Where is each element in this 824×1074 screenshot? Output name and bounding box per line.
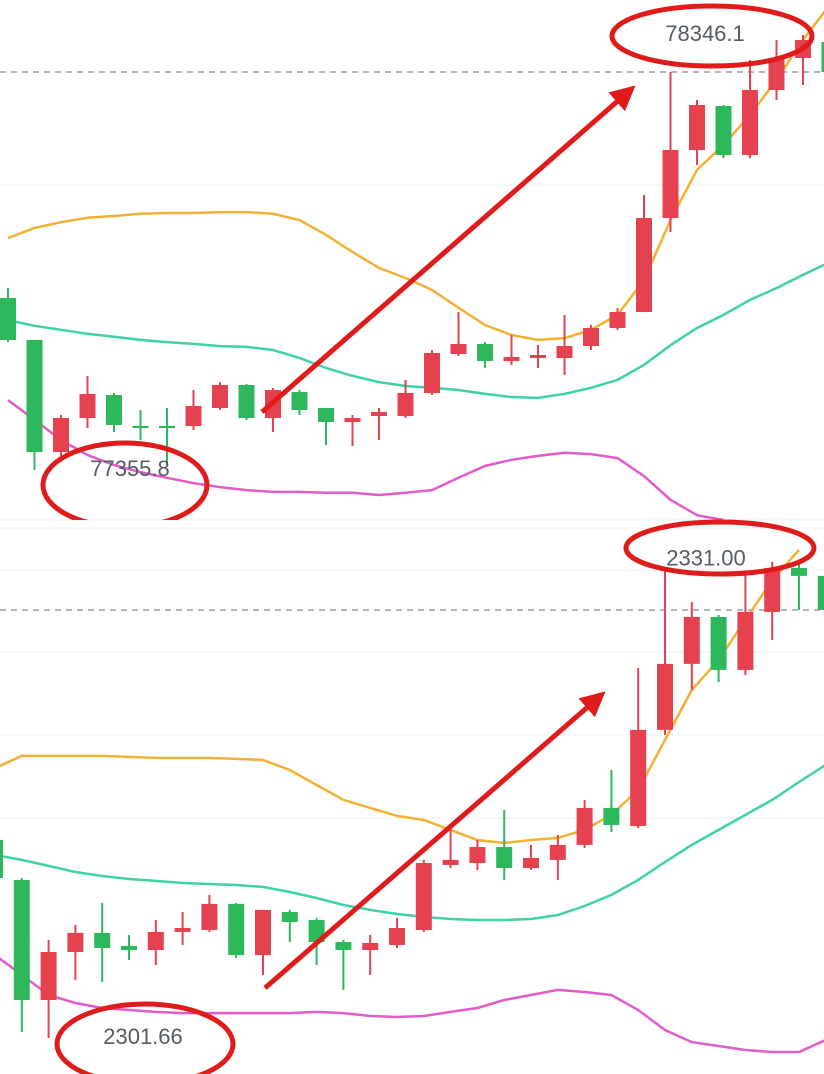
candle-body [94,932,111,949]
candle-body [630,729,647,827]
candle-body [583,327,599,347]
candle-body [201,903,218,930]
candle-body [159,425,175,429]
candle-body [576,807,593,845]
candle-body [742,90,758,156]
candle-body [450,343,467,355]
candle-body [556,346,573,358]
candle-body [344,418,361,423]
candle-body [768,57,785,91]
candle-body [371,412,387,417]
indicator-line [7,399,724,520]
candle-body [791,567,807,576]
candle-body [603,807,620,826]
candle-body [132,425,149,429]
indicator-line [0,549,800,845]
highlight-ellipse [623,519,817,577]
candle-body [335,942,352,951]
candle-body [0,297,16,340]
candle-body [710,616,727,670]
candle-body [657,663,673,730]
candle-body [662,150,679,219]
candle-body [291,391,308,411]
candle-body [636,218,652,313]
candle-body [389,928,405,945]
panel-grid [0,184,824,819]
trend-arrow [263,691,606,990]
candle-body [609,312,626,328]
candle-body [523,857,539,869]
highlight-ellipse [54,1001,236,1074]
candle-body [817,575,824,610]
candle-body [715,105,732,156]
price-label: 78346.1 [665,21,745,46]
candle-body [0,840,3,878]
highlight-ellipse [40,440,210,520]
panel-top [0,10,824,520]
candle-body [238,385,255,419]
candle-body [26,339,43,453]
candle-body [424,352,440,394]
candle-body [121,945,137,951]
candle-body [477,343,493,361]
price-label: 2301.66 [103,1024,183,1049]
indicator-line [0,957,824,1054]
price-label: 77355.8 [90,456,170,481]
candle-body [318,408,334,423]
candle-body [281,912,298,922]
candle-body [397,393,414,417]
candle-body [255,909,271,956]
indicator-line [7,10,824,342]
candle-body [415,862,432,930]
candle-body [40,951,57,1001]
candle-body [549,844,566,860]
candle-body [689,104,705,151]
candle-body [764,567,781,612]
annotations [40,3,817,1074]
candle-body [53,418,69,453]
candle-body [228,903,245,956]
panel-bottom [0,549,824,1054]
price-labels: 78346.1 77355.8 2331.00 2301.66 [90,21,746,1049]
indicator-line [7,263,824,400]
candle-body [174,928,191,932]
candle-body [106,395,122,425]
candle-body [503,356,520,361]
candle-body [442,859,459,865]
candle-body [469,847,486,863]
candle-body [821,41,824,72]
candle-body [185,406,202,426]
trend-arrow [260,85,636,414]
candle-body [212,385,228,409]
candle-body [79,394,96,419]
candle-body [13,879,30,1001]
candle-body [147,931,164,951]
candle-body [530,355,546,358]
price-label: 2331.00 [666,546,746,571]
candle-body [683,616,700,664]
candle-body [67,932,84,952]
candle-body [362,942,379,951]
candle-body [737,611,754,670]
indicator-line [0,764,824,922]
highlight-ellipse [609,3,815,69]
candle-body [496,847,513,869]
